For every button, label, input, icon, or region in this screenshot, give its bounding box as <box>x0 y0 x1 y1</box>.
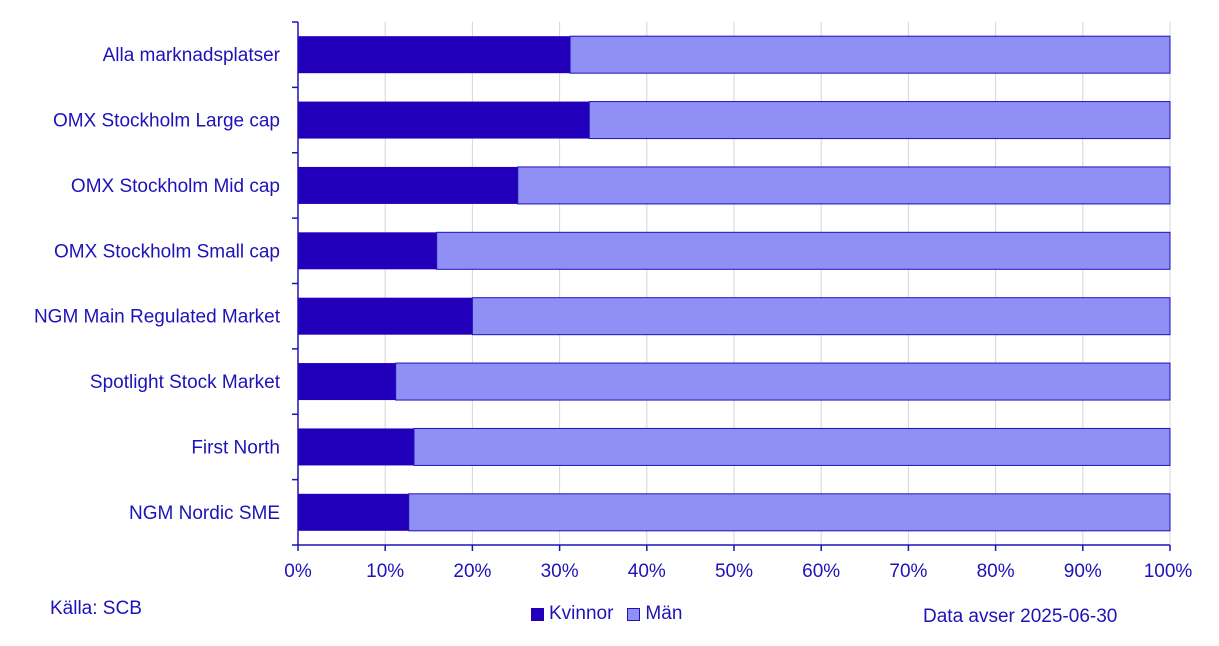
x-tick-label: 90% <box>1064 561 1102 582</box>
legend-label-man: Män <box>645 603 683 624</box>
legend-swatch-kvinnor <box>531 607 544 621</box>
source-note: Källa: SCB <box>50 598 142 619</box>
category-label: NGM Main Regulated Market <box>34 307 281 328</box>
bar-man <box>517 166 1171 205</box>
legend-swatch-man <box>627 607 641 621</box>
x-tick-label: 100% <box>1144 561 1193 582</box>
x-tick-label: 60% <box>802 561 840 582</box>
bar-man <box>471 297 1171 336</box>
x-tick-label: 30% <box>541 561 579 582</box>
x-tick-label: 40% <box>628 561 666 582</box>
x-tick-label: 0% <box>284 561 312 582</box>
x-tick-label: 20% <box>453 561 491 582</box>
bar-kvinnor <box>298 493 409 531</box>
legend: Kvinnor Män <box>531 603 696 625</box>
bar-kvinnor <box>298 428 414 466</box>
bar-kvinnor <box>298 232 437 270</box>
bar-man <box>436 231 1171 270</box>
bar-man <box>413 427 1171 466</box>
category-label: First North <box>191 437 280 458</box>
category-label: OMX Stockholm Large cap <box>53 111 280 132</box>
legend-item-kvinnor: Kvinnor <box>531 603 613 625</box>
category-label: OMX Stockholm Small cap <box>54 241 280 262</box>
category-label: NGM Nordic SME <box>129 503 280 524</box>
category-label: OMX Stockholm Mid cap <box>71 176 280 197</box>
x-tick-label: 10% <box>366 561 404 582</box>
bar-man <box>395 362 1171 401</box>
category-label: Spotlight Stock Market <box>90 372 281 393</box>
bar-kvinnor <box>298 363 396 401</box>
bar-kvinnor <box>298 297 473 335</box>
bar-kvinnor <box>298 36 571 74</box>
bar-man <box>569 35 1171 74</box>
bar-kvinnor <box>298 101 590 139</box>
x-tick-label: 70% <box>889 561 927 582</box>
x-tick-label: 50% <box>715 561 753 582</box>
x-tick-label: 80% <box>977 561 1015 582</box>
bar-man <box>408 493 1171 532</box>
legend-item-man: Män <box>627 603 682 625</box>
bar-kvinnor <box>298 166 518 204</box>
bar-man <box>588 101 1171 140</box>
category-label: Alla marknadsplatser <box>103 45 281 66</box>
date-note: Data avser 2025-06-30 <box>923 606 1118 627</box>
legend-label-kvinnor: Kvinnor <box>549 603 614 624</box>
